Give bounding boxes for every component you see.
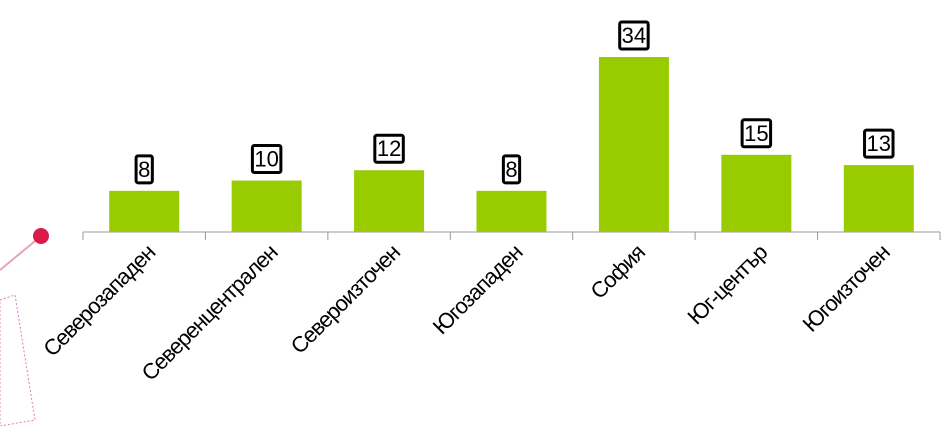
x-tick-label: София [586,240,650,304]
bar [476,190,547,232]
data-label-box [373,133,405,164]
x-tick-label: Северенцентрален [137,240,283,386]
decor-line [0,236,41,271]
data-label-box [618,20,650,51]
data-label: 8 [138,157,150,182]
x-tick-label: Юг-център [683,239,773,329]
x-tick-label: Северозападен [38,240,159,361]
bar [843,165,914,232]
data-label: 8 [505,157,517,182]
data-label: 34 [622,23,646,48]
data-label: 10 [254,147,278,172]
data-label: 15 [744,121,768,146]
data-label: 12 [377,136,401,161]
data-label-box [740,118,773,149]
bar [721,154,792,232]
bar [598,57,669,232]
data-label-box [250,144,283,175]
decoration [0,228,49,426]
decor-dot [33,228,49,244]
bar [231,180,302,232]
data-label-box [863,128,895,159]
x-tick-label: Югоизточен [798,240,895,337]
x-tick-label: Североизточен [286,240,405,359]
bar [354,170,425,232]
data-label-box [134,154,154,185]
bar [109,190,180,232]
decor-mesh [0,294,36,426]
data-label-box [501,154,522,185]
x-tick-label: Югозападен [428,240,527,339]
data-label: 13 [867,131,891,156]
